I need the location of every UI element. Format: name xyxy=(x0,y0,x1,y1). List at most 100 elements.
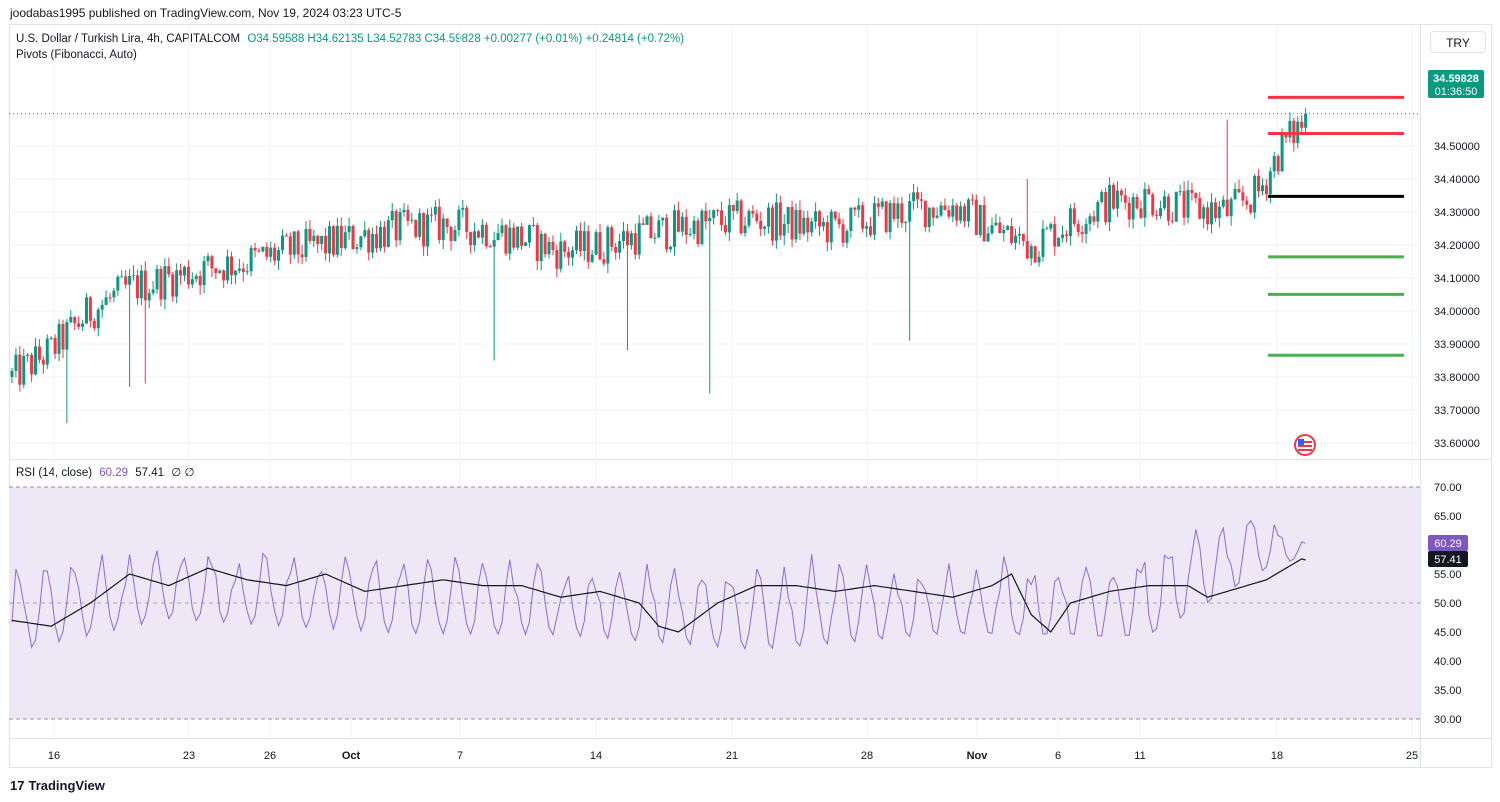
time-tick-label: Nov xyxy=(967,750,989,762)
candle-body xyxy=(237,268,241,271)
candle-body xyxy=(1151,194,1155,216)
footer-brand[interactable]: 17 TradingView xyxy=(10,778,105,793)
candle-body xyxy=(1123,195,1127,203)
candle-body xyxy=(931,207,935,218)
candle-body xyxy=(1162,196,1166,209)
candle-body xyxy=(135,275,139,299)
candle-body xyxy=(1049,224,1053,229)
candle-body xyxy=(876,203,880,207)
candle-body xyxy=(324,235,328,254)
candle-body xyxy=(437,206,441,241)
candle-body xyxy=(696,220,700,244)
time-tick-label: 28 xyxy=(861,750,873,762)
candle-body xyxy=(943,205,947,211)
candle-body xyxy=(829,211,833,243)
candle-body xyxy=(1119,190,1123,196)
candle-body xyxy=(128,275,132,285)
candle-body xyxy=(798,210,802,234)
symbol-title: U.S. Dollar / Turkish Lira, 4h, CAPITALC… xyxy=(16,33,241,45)
candle-body xyxy=(433,206,437,215)
candle-body xyxy=(633,233,637,255)
candle-body xyxy=(30,354,34,375)
candle-body xyxy=(880,201,884,207)
candle-body xyxy=(888,203,892,233)
candle-body xyxy=(582,231,586,252)
candle-body xyxy=(986,233,990,242)
candle-body xyxy=(657,220,661,238)
rsi-ma-value: 57.41 xyxy=(135,467,165,479)
candle-body xyxy=(1245,200,1249,205)
symbol-legend[interactable]: U.S. Dollar / Turkish Lira, 4h, CAPITALC… xyxy=(16,33,684,45)
candle-body xyxy=(892,203,896,219)
candle-body xyxy=(316,235,320,244)
candle-body xyxy=(1025,240,1029,259)
indicator-legend[interactable]: Pivots (Fibonacci, Auto) xyxy=(16,49,137,61)
candle-body xyxy=(669,246,673,250)
candle-body xyxy=(1253,175,1257,213)
candle-body xyxy=(214,268,218,273)
price-axis[interactable]: 34.50000 34.40000 34.30000 34.20000 34.10000… xyxy=(1434,141,1480,450)
candle-body xyxy=(990,225,994,234)
candle-body xyxy=(1202,207,1206,219)
candle-body xyxy=(759,221,763,229)
candle-body xyxy=(1088,216,1092,224)
currency-button[interactable]: TRY xyxy=(1430,31,1486,53)
candle-body xyxy=(1033,246,1037,263)
candle-body xyxy=(1155,215,1159,217)
candle-body xyxy=(778,202,782,236)
candle-body xyxy=(143,270,147,301)
time-tick-label: 6 xyxy=(1055,750,1061,762)
candle-body xyxy=(198,275,202,286)
candle-body xyxy=(1264,185,1268,195)
footer-brand-label: TradingView xyxy=(28,778,105,793)
economic-event-icon[interactable] xyxy=(1294,434,1316,456)
candle-body xyxy=(1135,196,1139,209)
candle-body xyxy=(328,226,332,254)
candle-body xyxy=(531,225,535,227)
candle-body xyxy=(684,216,688,235)
candle-body xyxy=(1288,120,1292,138)
candle-body xyxy=(614,246,618,253)
candle-body xyxy=(104,297,108,305)
rsi-axis[interactable]: 70.0065.0060.0055.0050.0045.0040.0035.00… xyxy=(1434,482,1462,726)
candle-body xyxy=(590,254,594,262)
candle-body xyxy=(1221,199,1225,207)
time-axis[interactable]: 16 23 26 Oct 7 14 21 28 Nov 6 11 18 25 xyxy=(48,750,1418,762)
candle-body xyxy=(868,226,872,235)
candle-body xyxy=(504,225,508,254)
candle-body xyxy=(1017,233,1021,236)
candle-body xyxy=(484,224,488,247)
candle-body xyxy=(132,275,136,277)
candle-body xyxy=(1076,223,1080,233)
candle-body xyxy=(625,231,629,246)
candle-body xyxy=(1241,192,1245,201)
candle-body xyxy=(492,240,496,247)
price-tick-label: 34.00000 xyxy=(1434,306,1480,318)
indicator-title: Pivots (Fibonacci, Auto) xyxy=(16,49,137,61)
candle-body xyxy=(845,230,849,243)
candle-body xyxy=(629,233,633,246)
candle-body xyxy=(939,205,943,216)
published-caption: joodabas1995 published on TradingView.co… xyxy=(10,6,402,20)
candle-body xyxy=(308,228,312,241)
price-tick-label: 33.70000 xyxy=(1434,405,1480,417)
candle-body xyxy=(53,337,57,354)
candle-body xyxy=(806,217,810,233)
candle-body xyxy=(1064,234,1068,237)
candle-body xyxy=(574,230,578,251)
candle-body xyxy=(347,226,351,233)
candle-body xyxy=(727,204,731,233)
candle-body xyxy=(96,309,100,329)
candle-body xyxy=(1096,201,1100,222)
candle-body xyxy=(218,270,222,273)
candle-body xyxy=(872,203,876,235)
candle-body xyxy=(445,218,449,227)
candle-body xyxy=(1272,156,1276,172)
rsi-tick-label: 70.00 xyxy=(1434,482,1462,494)
candle-body xyxy=(755,213,759,222)
candle-body xyxy=(1206,207,1210,225)
price-tick-label: 34.10000 xyxy=(1434,273,1480,285)
candle-body xyxy=(422,213,426,247)
candle-body xyxy=(112,290,116,298)
